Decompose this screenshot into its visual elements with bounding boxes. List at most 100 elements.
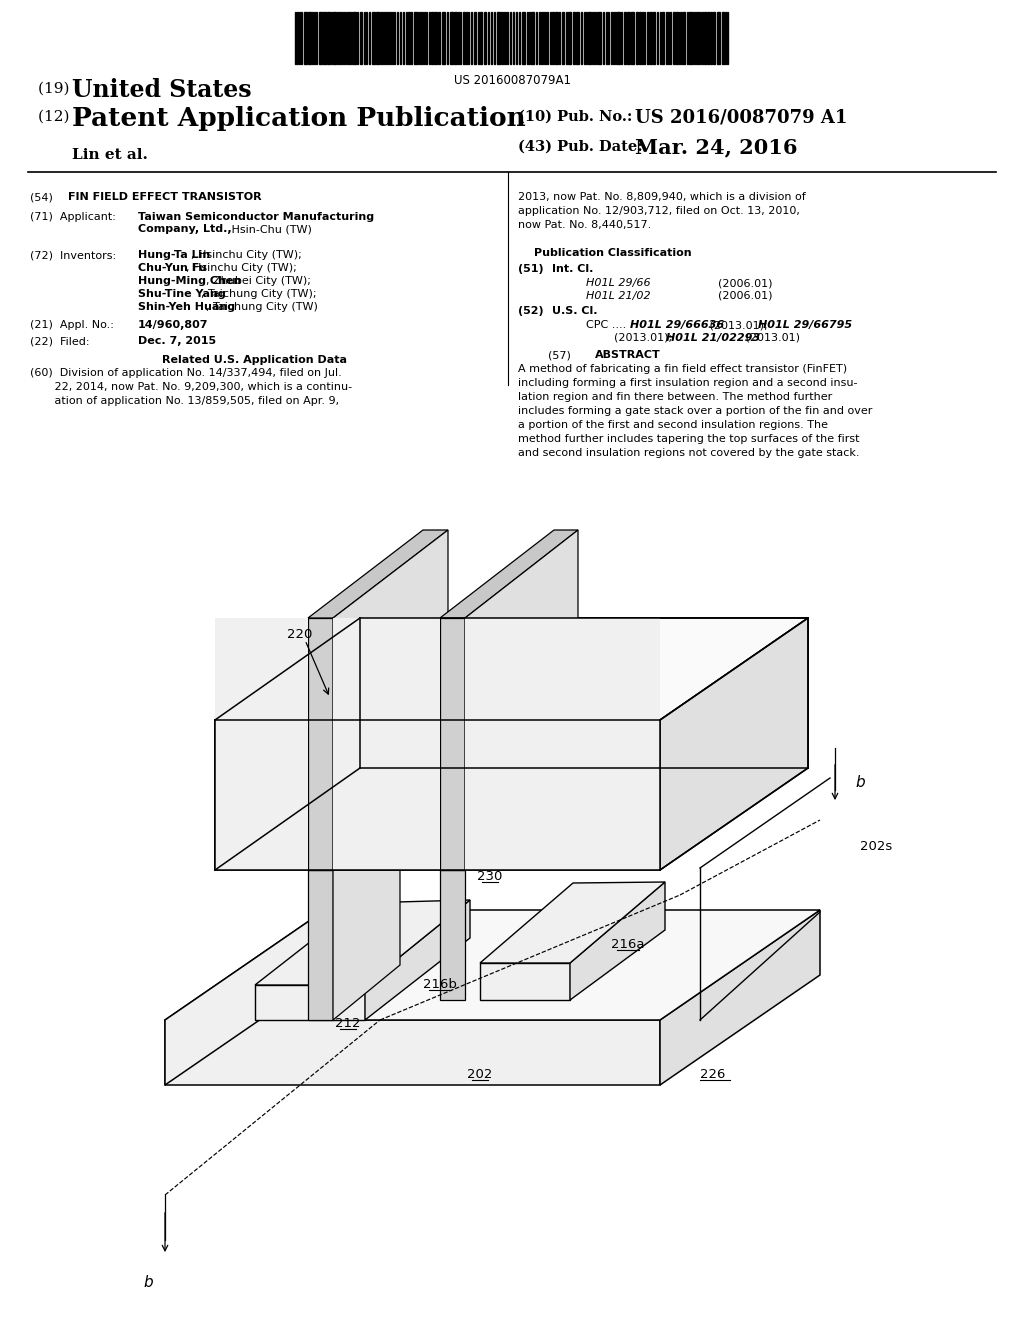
Text: H01L 29/66: H01L 29/66 <box>586 279 650 288</box>
Polygon shape <box>570 882 665 1001</box>
Text: ABSTRACT: ABSTRACT <box>595 350 660 360</box>
Text: , Hsinchu City (TW);: , Hsinchu City (TW); <box>186 263 297 273</box>
Polygon shape <box>215 719 660 870</box>
Text: 2013, now Pat. No. 8,809,940, which is a division of
application No. 12/903,712,: 2013, now Pat. No. 8,809,940, which is a… <box>518 191 806 230</box>
Bar <box>707 12 709 63</box>
Bar <box>627 12 630 63</box>
Polygon shape <box>480 882 665 964</box>
Bar <box>304 12 307 63</box>
Bar <box>717 12 720 63</box>
Polygon shape <box>215 618 808 719</box>
Text: 220: 220 <box>288 628 312 642</box>
Text: Mar. 24, 2016: Mar. 24, 2016 <box>635 137 798 157</box>
Text: (57): (57) <box>548 350 570 360</box>
Polygon shape <box>660 909 820 1085</box>
Text: Hung-Ming Chen: Hung-Ming Chen <box>138 276 242 286</box>
Bar <box>639 12 641 63</box>
Bar <box>617 12 620 63</box>
Text: (52): (52) <box>518 306 551 315</box>
Polygon shape <box>480 964 570 1001</box>
Bar <box>323 12 326 63</box>
Bar <box>408 12 410 63</box>
Polygon shape <box>255 985 365 1020</box>
Bar <box>522 12 525 63</box>
Text: US 20160087079A1: US 20160087079A1 <box>454 74 570 87</box>
Text: (10) Pub. No.:: (10) Pub. No.: <box>518 110 633 124</box>
Text: Hung-Ta Lin: Hung-Ta Lin <box>138 249 210 260</box>
Text: (2006.01): (2006.01) <box>718 279 772 288</box>
Bar <box>319 12 322 63</box>
Polygon shape <box>215 618 360 870</box>
Text: 226: 226 <box>700 1068 725 1081</box>
Bar <box>484 12 486 63</box>
Bar <box>575 12 579 63</box>
Bar <box>497 12 500 63</box>
Text: A method of fabricating a fin field effect transistor (FinFET)
including forming: A method of fabricating a fin field effe… <box>518 364 872 458</box>
Polygon shape <box>215 618 308 870</box>
Bar <box>722 12 724 63</box>
Bar <box>676 12 678 63</box>
Bar <box>442 12 445 63</box>
Text: (12): (12) <box>38 110 75 124</box>
Bar <box>353 12 356 63</box>
Bar <box>697 12 699 63</box>
Text: Patent Application Publication: Patent Application Publication <box>72 106 525 131</box>
Text: (60)  Division of application No. 14/337,494, filed on Jul.
       22, 2014, now: (60) Division of application No. 14/337,… <box>30 368 352 407</box>
Text: (72)  Inventors:: (72) Inventors: <box>30 249 123 260</box>
Text: (2013.01);: (2013.01); <box>586 333 676 343</box>
Polygon shape <box>308 618 333 870</box>
Polygon shape <box>660 618 808 870</box>
Bar <box>673 12 675 63</box>
Text: (2013.01);: (2013.01); <box>706 319 771 330</box>
Text: 202s: 202s <box>860 840 892 853</box>
Text: Lin et al.: Lin et al. <box>72 148 147 162</box>
Bar <box>631 12 634 63</box>
Text: H01L 29/66795: H01L 29/66795 <box>758 319 852 330</box>
Text: (71)  Applicant:: (71) Applicant: <box>30 213 123 222</box>
Text: , Taichung City (TW);: , Taichung City (TW); <box>201 289 316 300</box>
Polygon shape <box>465 618 660 870</box>
Polygon shape <box>308 531 449 618</box>
Text: Taiwan Semiconductor Manufacturing: Taiwan Semiconductor Manufacturing <box>138 213 374 222</box>
Text: b: b <box>143 1275 153 1290</box>
Bar <box>713 12 715 63</box>
Bar <box>431 12 433 63</box>
Bar <box>573 12 575 63</box>
Text: CPC ....: CPC .... <box>586 319 633 330</box>
Polygon shape <box>165 909 325 1085</box>
Text: 14/960,807: 14/960,807 <box>138 319 209 330</box>
Bar <box>414 12 417 63</box>
Bar <box>372 12 375 63</box>
Bar <box>450 12 453 63</box>
Bar <box>474 12 476 63</box>
Polygon shape <box>440 531 578 618</box>
Bar <box>636 12 638 63</box>
Bar <box>689 12 692 63</box>
Bar <box>647 12 649 63</box>
Text: , Taichung City (TW): , Taichung City (TW) <box>206 302 317 312</box>
Text: (21)  Appl. No.:: (21) Appl. No.: <box>30 319 118 330</box>
Text: Shin-Yeh Huang: Shin-Yeh Huang <box>138 302 236 312</box>
Bar <box>653 12 655 63</box>
Text: (2013.01): (2013.01) <box>742 333 800 343</box>
Text: Dec. 7, 2015: Dec. 7, 2015 <box>138 337 216 346</box>
Bar <box>531 12 534 63</box>
Bar <box>454 12 457 63</box>
Text: FIN FIELD EFFECT TRANSISTOR: FIN FIELD EFFECT TRANSISTOR <box>68 191 261 202</box>
Text: (54): (54) <box>30 191 59 202</box>
Text: United States: United States <box>72 78 252 102</box>
Polygon shape <box>333 618 440 870</box>
Polygon shape <box>440 618 465 870</box>
Text: (22)  Filed:: (22) Filed: <box>30 337 114 346</box>
Bar <box>683 12 685 63</box>
Bar <box>562 12 564 63</box>
Bar <box>339 12 341 63</box>
Bar <box>333 12 336 63</box>
Text: (19): (19) <box>38 82 75 96</box>
Text: Publication Classification: Publication Classification <box>535 248 692 257</box>
Bar <box>624 12 626 63</box>
Text: (51): (51) <box>518 264 551 275</box>
Bar <box>463 12 465 63</box>
Text: , Zhubei City (TW);: , Zhubei City (TW); <box>206 276 310 286</box>
Text: H01L 21/02293: H01L 21/02293 <box>666 333 760 343</box>
